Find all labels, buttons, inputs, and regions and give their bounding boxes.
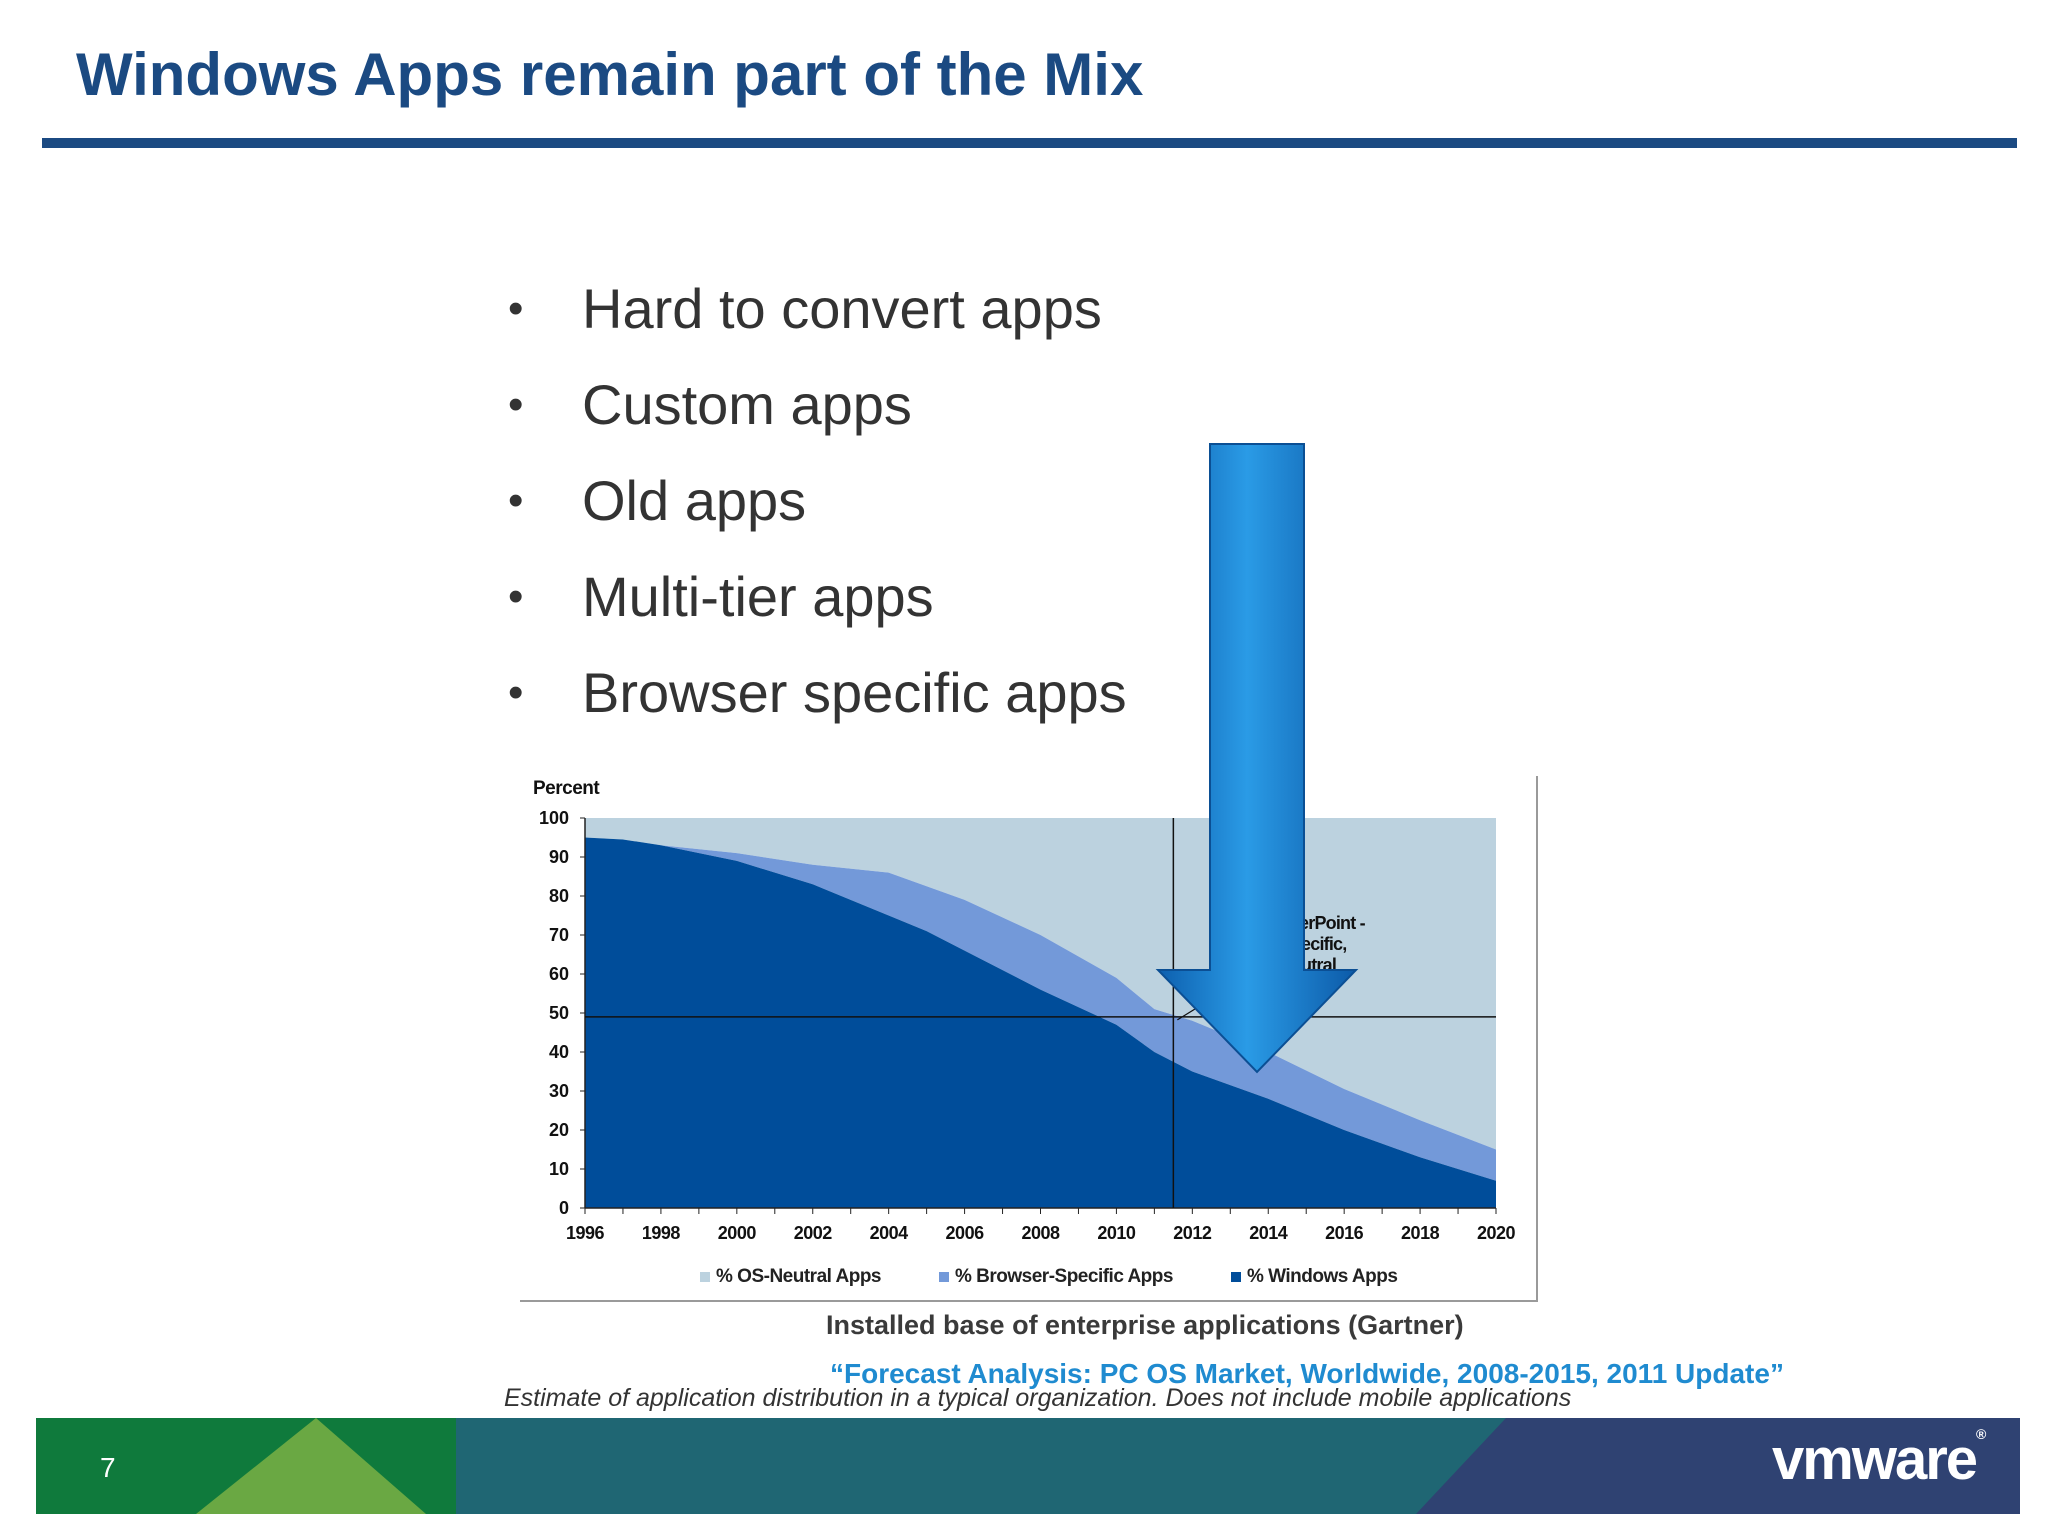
bullet-dot: •: [508, 572, 524, 621]
bullet-text: Multi-tier apps: [582, 565, 934, 628]
bullet-item: • Custom apps: [500, 368, 1127, 464]
logo-text: vmware: [1772, 1427, 1978, 1492]
bullet-item: • Old apps: [500, 464, 1127, 560]
footnote: Estimate of application distribution in …: [504, 1384, 1572, 1412]
chart-caption: Installed base of enterprise application…: [826, 1310, 1464, 1340]
slide-title: Windows Apps remain part of the Mix: [76, 41, 1144, 108]
y-tick-label: 60: [549, 964, 569, 984]
area-windows-apps: [585, 837, 1496, 1208]
x-tick-label: 2020: [1477, 1223, 1516, 1243]
bullet-text: Old apps: [582, 469, 807, 532]
footer-banner: [36, 1418, 2020, 1514]
y-tick-label: 10: [549, 1159, 569, 1179]
y-tick-label: 20: [549, 1120, 569, 1140]
bullet-dot: •: [508, 668, 524, 717]
bullet-dot: •: [508, 476, 524, 525]
logo-registered-mark: ®: [1976, 1426, 1987, 1442]
bullet-item: • Browser specific apps: [500, 656, 1127, 752]
legend-item: % Browser-Specific Apps: [939, 1266, 1173, 1288]
y-tick-label: 100: [539, 808, 569, 828]
legend-label: % Browser-Specific Apps: [955, 1266, 1173, 1287]
page-number: 7: [100, 1452, 116, 1483]
x-tick-label: 2002: [794, 1223, 833, 1243]
bullet-dot: •: [508, 284, 524, 333]
y-tick-label: 80: [549, 886, 569, 906]
y-tick-label: 70: [549, 925, 569, 945]
x-tick-label: 1996: [566, 1223, 605, 1243]
area-browser-specific-apps: [585, 837, 1496, 1181]
y-tick-label: 90: [549, 847, 569, 867]
stacked-area-chart: 0 10 20 30 40 50 60 70 80 90 100 1996 1998 2000 2002 20…: [533, 778, 1516, 1243]
bullet-dot: •: [508, 380, 524, 429]
legend-label: % OS-Neutral Apps: [716, 1266, 882, 1287]
x-tick-label: 2018: [1401, 1223, 1440, 1243]
x-tick-label: 2006: [946, 1223, 985, 1243]
x-tick-label: 2010: [1097, 1223, 1136, 1243]
x-tick-label: 2008: [1021, 1223, 1060, 1243]
y-axis-label: Percent: [533, 778, 600, 799]
y-tick-label: 40: [549, 1042, 569, 1062]
y-tick-label: 30: [549, 1081, 569, 1101]
x-tick-label: 2014: [1249, 1223, 1288, 1243]
bullet-text: Hard to convert apps: [582, 277, 1102, 340]
legend-item: % Windows Apps: [1230, 1266, 1398, 1288]
x-tick-label: 2016: [1325, 1223, 1364, 1243]
chart-frame: [520, 776, 1538, 1302]
vmware-logo: vmware®: [1772, 1426, 1986, 1493]
bullet-item: • Multi-tier apps: [500, 560, 1127, 656]
x-tick-label: 2012: [1173, 1223, 1212, 1243]
legend-label: % Windows Apps: [1246, 1266, 1398, 1287]
bullet-list: • Hard to convert apps • Custom apps • Old …: [500, 272, 1127, 752]
bullet-text: Browser specific apps: [582, 661, 1127, 724]
x-tick-label: 2004: [870, 1223, 909, 1243]
legend-swatch-windows: [1230, 1272, 1241, 1282]
legend-swatch-os-neutral: [700, 1272, 710, 1282]
x-tick-label: 1998: [642, 1223, 681, 1243]
bullet-text: Custom apps: [582, 373, 912, 436]
title-divider: [42, 138, 2017, 148]
y-tick-label: 50: [549, 1003, 569, 1023]
legend-swatch-browser-specific: [939, 1272, 949, 1282]
chart-legend: % OS-Neutral Apps % Browser-Specific App…: [700, 1266, 1398, 1288]
source-citation: “Forecast Analysis: PC OS Market, Worldw…: [830, 1358, 1784, 1389]
x-tick-label: 2000: [718, 1223, 757, 1243]
legend-item: % OS-Neutral Apps: [700, 1266, 882, 1288]
bullet-item: • Hard to convert apps: [500, 272, 1127, 368]
y-tick-label: 0: [559, 1198, 569, 1218]
down-arrow-icon: [1155, 443, 1359, 1074]
